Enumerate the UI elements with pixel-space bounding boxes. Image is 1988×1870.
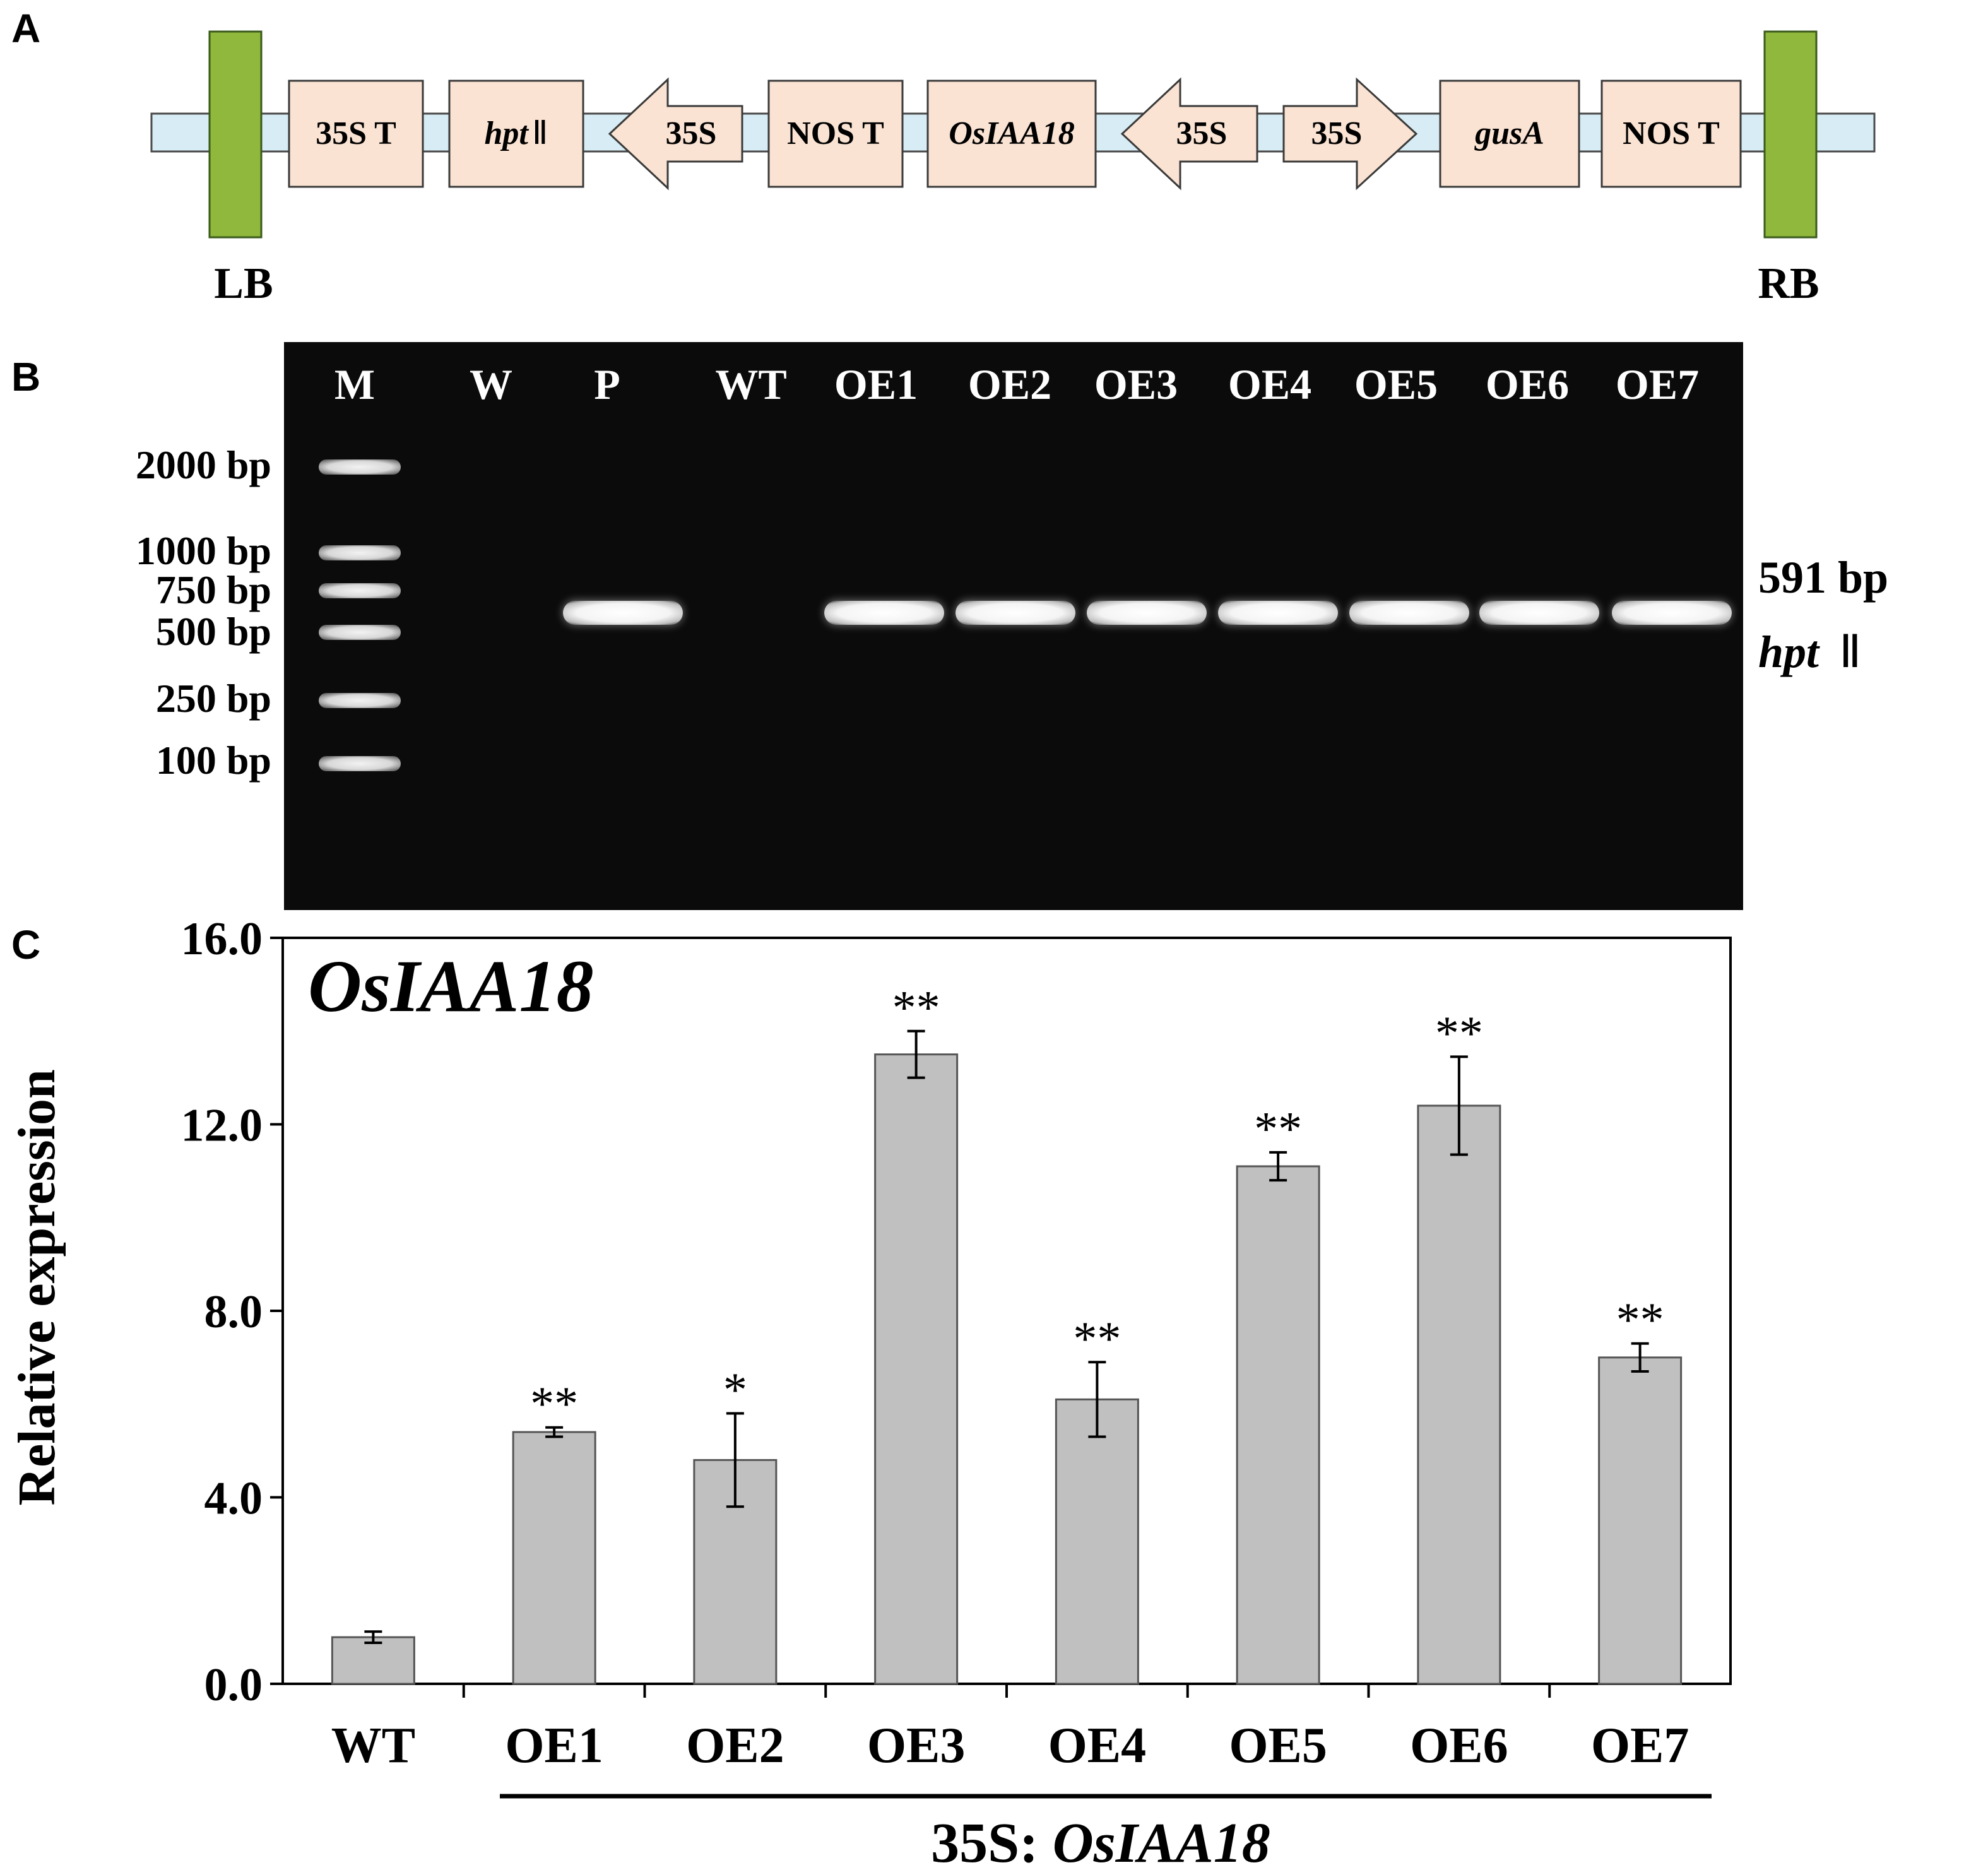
x-tick-label-oe5: OE5 [1229, 1718, 1327, 1773]
gel-band-oe2 [956, 601, 1075, 625]
bar-oe1 [512, 1431, 596, 1685]
plot-frame [281, 937, 1732, 1685]
gel-lane-label-oe2: OE2 [967, 360, 1052, 408]
bar-oe7 [1598, 1356, 1683, 1685]
construct-diagram: LB RB 35S T hpt Ⅱ 35S NOS T OsIAA18 35S 3… [150, 30, 1876, 308]
significance-oe3: ** [892, 981, 940, 1034]
group-label-prefix: 35S: [931, 1812, 1053, 1870]
element-35s-terminator [288, 80, 424, 188]
element-35s-promoter-2-label: 35S [1176, 115, 1228, 151]
element-35s-promoter-3-label: 35S [1311, 115, 1363, 151]
bar-oe5 [1236, 1165, 1320, 1685]
y-tick-label: 16.0 [181, 913, 263, 965]
significance-oe4: ** [1073, 1312, 1121, 1365]
bar-oe6 [1417, 1104, 1501, 1685]
element-hpt-ii-name: hpt [485, 115, 530, 151]
band-size-label: 591 bp [1758, 552, 1889, 603]
x-tick-label-oe1: OE1 [505, 1718, 603, 1773]
ladder-label-500: 500 bp [155, 609, 271, 654]
element-hpt-ii [448, 80, 584, 188]
element-hpt-ii-suffix: Ⅱ [532, 115, 548, 151]
band-gene-suffix: Ⅱ [1839, 627, 1862, 677]
gel-band-p [563, 601, 683, 625]
gel-band-oe5 [1349, 601, 1469, 625]
y-tick-label: 12.0 [181, 1100, 263, 1152]
left-border-label: LB [214, 259, 273, 308]
ladder-band-750 [319, 583, 401, 598]
gel-lane-label-p: P [594, 360, 620, 408]
gel-band-oe6 [1479, 601, 1599, 625]
element-gusa-label: gusA [1474, 115, 1544, 151]
x-tick-label-oe6: OE6 [1410, 1718, 1508, 1773]
significance-oe5: ** [1254, 1103, 1302, 1156]
gel-lane-label-oe3: OE3 [1094, 360, 1178, 408]
ladder-band-2000 [319, 459, 401, 475]
element-35s-promoter-1-label: 35S [666, 115, 717, 151]
band-gene-label: hpt Ⅱ [1758, 625, 1861, 678]
right-border-block [1763, 30, 1818, 239]
ladder-label-1000: 1000 bp [135, 528, 271, 573]
element-nos-terminator-2-label: NOS T [1623, 115, 1720, 151]
significance-oe2: * [723, 1364, 747, 1417]
ladder-label-750: 750 bp [155, 567, 271, 612]
group-label: 35S: OsIAA18 [931, 1812, 1270, 1870]
x-tick-label-oe4: OE4 [1048, 1718, 1147, 1773]
significance-oe6: ** [1435, 1007, 1483, 1060]
x-tick-label-oe2: OE2 [686, 1718, 784, 1773]
element-35s-promoter-arrow-1 [608, 77, 743, 191]
panel-letter-c: C [11, 922, 41, 968]
expression-bar-chart: 0.0 4.0 8.0 12.0 16.0 WT ** OE1 * OE2 ** OE3 ** OE4 **… [8, 913, 1732, 1870]
gel-image: M W P WT OE1 OE2 OE3 OE4 OE5 OE6 OE7 [284, 342, 1743, 910]
element-35s-promoter-arrow-2 [1120, 77, 1258, 191]
element-35s-promoter-arrow-3 [1282, 77, 1418, 191]
gel-lane-label-w: W [470, 360, 512, 408]
ladder-band-100 [319, 756, 401, 771]
gel-lane-label-m: M [334, 360, 376, 408]
chart-title: OsIAA18 [308, 945, 593, 1027]
gel-band-oe1 [824, 601, 944, 625]
ladder-band-500 [319, 625, 401, 640]
gel-band-oe3 [1087, 601, 1207, 625]
bar-wt [331, 1636, 415, 1685]
panel-letter-a: A [11, 6, 41, 51]
chart-ylabel: Relative expression [8, 1069, 66, 1505]
ladder-label-2000: 2000 bp [135, 442, 271, 487]
gel-lane-label-oe5: OE5 [1354, 360, 1438, 408]
gel-band-oe4 [1218, 601, 1338, 625]
y-tick-label: 0.0 [204, 1659, 263, 1711]
element-nos-terminator-2 [1600, 80, 1742, 188]
gel-lane-label-oe4: OE4 [1228, 360, 1312, 408]
bar-oe3 [874, 1053, 959, 1685]
x-tick-label-oe3: OE3 [867, 1718, 966, 1773]
element-gusa [1439, 80, 1580, 188]
panel-letter-b: B [11, 354, 41, 399]
ladder-label-100: 100 bp [155, 738, 271, 783]
x-tick-label-oe7: OE7 [1591, 1718, 1689, 1773]
y-tick-label: 4.0 [204, 1473, 263, 1525]
gel-lane-label-oe1: OE1 [834, 360, 918, 408]
gel-lane-label-wt: WT [715, 360, 787, 408]
ladder-band-1000 [319, 545, 401, 560]
element-hpt-ii-label: hpt Ⅱ [485, 115, 548, 151]
band-gene-name: hpt [1758, 627, 1819, 677]
significance-oe1: ** [530, 1378, 578, 1431]
right-border-label: RB [1758, 259, 1819, 308]
element-nos-terminator-1 [767, 80, 904, 188]
group-label-gene: OsIAA18 [1053, 1812, 1270, 1870]
element-35s-terminator-label: 35S T [316, 115, 396, 151]
element-nos-terminator-1-label: NOS T [787, 115, 884, 151]
gel-lane-label-oe6: OE6 [1485, 360, 1570, 408]
x-tick-label-wt: WT [331, 1718, 415, 1773]
chart-marks: 0.0 4.0 8.0 12.0 16.0 WT ** OE1 * OE2 ** OE3 ** OE4 **… [181, 913, 1732, 1773]
ladder-band-250 [319, 693, 401, 708]
gel-band-oe7 [1612, 601, 1732, 625]
ladder-label-250: 250 bp [155, 676, 271, 721]
bar-oe4 [1055, 1398, 1139, 1685]
gel-lane-label-oe7: OE7 [1615, 360, 1700, 408]
element-osiaa18-label: OsIAA18 [949, 115, 1074, 151]
significance-oe7: ** [1616, 1294, 1664, 1347]
y-tick-label: 8.0 [204, 1286, 263, 1338]
element-osiaa18 [926, 80, 1097, 188]
left-border-block [208, 30, 263, 239]
